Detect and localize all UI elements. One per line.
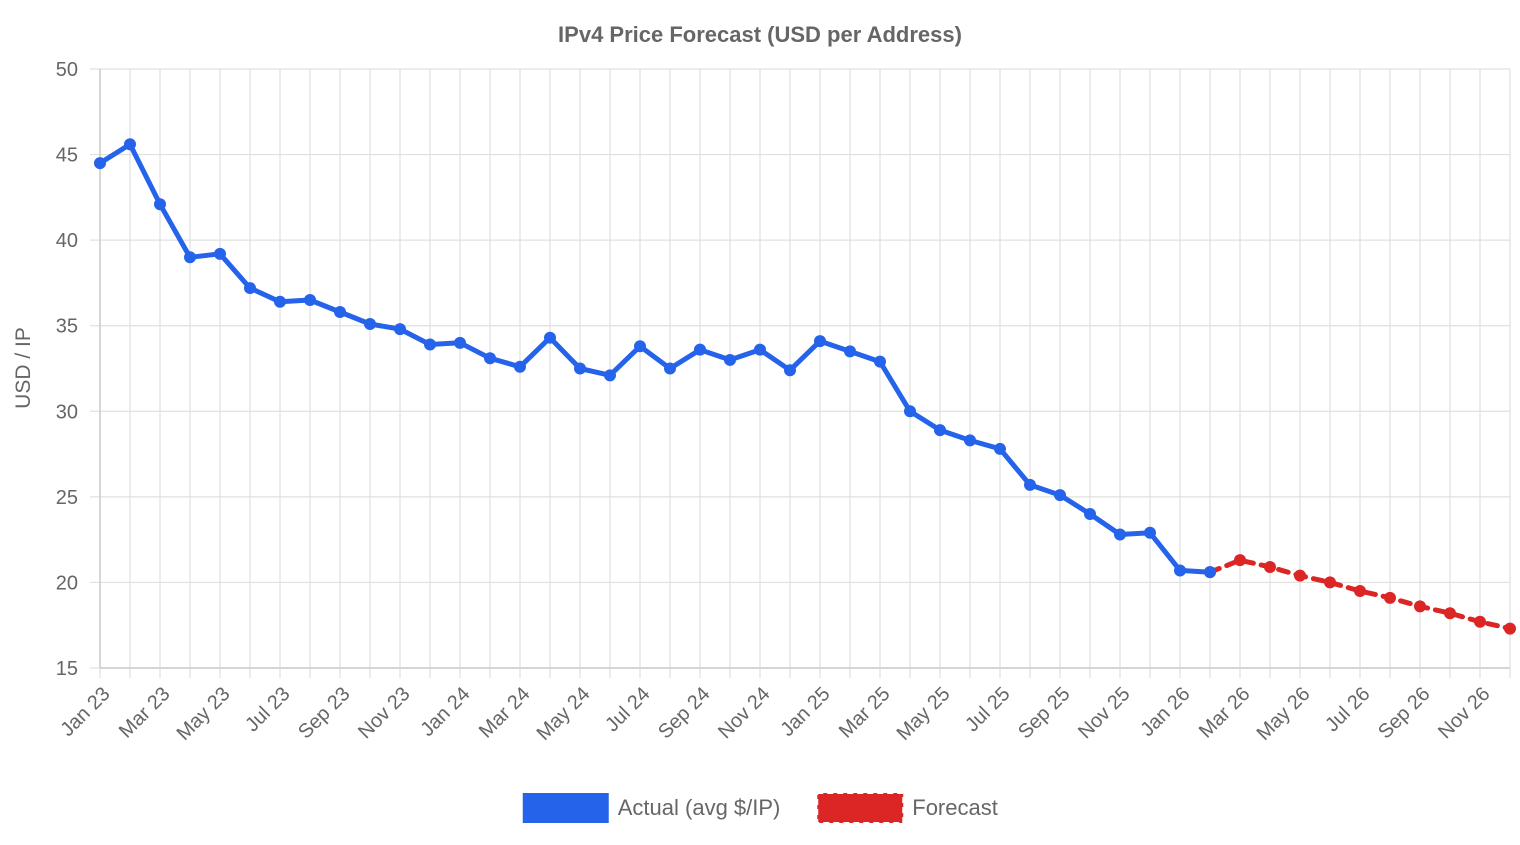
data-point <box>724 353 736 366</box>
y-tick-label: 30 <box>56 401 78 423</box>
y-tick-label: 20 <box>56 572 78 594</box>
data-point <box>934 424 946 437</box>
y-tick-label: 50 <box>56 59 78 81</box>
data-point <box>484 352 496 365</box>
x-tick-label: May 24 <box>533 683 595 745</box>
data-point <box>454 336 466 349</box>
legend-label: Forecast <box>912 795 998 820</box>
data-point <box>814 335 826 348</box>
data-point <box>574 362 586 375</box>
data-point <box>1324 576 1336 589</box>
x-tick-label: Sep 26 <box>1374 683 1434 743</box>
data-point <box>1384 591 1396 604</box>
data-point <box>214 247 226 260</box>
data-point <box>1264 561 1276 574</box>
data-point <box>1474 615 1486 628</box>
data-point <box>1444 607 1456 620</box>
x-tick-label: Nov 24 <box>714 683 774 743</box>
x-tick-label: Mar 25 <box>835 683 895 743</box>
series-line <box>97 141 1213 575</box>
x-tick-label: Jan 26 <box>1136 683 1194 741</box>
data-point <box>604 369 616 382</box>
legend-swatch <box>816 792 905 824</box>
chart-title: IPv4 Price Forecast (USD per Address) <box>558 22 962 47</box>
x-tick-label: Jul 26 <box>1321 683 1374 736</box>
y-tick-label: 45 <box>56 145 78 167</box>
data-point <box>394 323 406 336</box>
data-point <box>154 198 166 211</box>
data-point <box>994 442 1006 455</box>
data-point <box>1354 584 1366 597</box>
data-point <box>514 360 526 373</box>
data-point <box>1174 564 1186 577</box>
data-point <box>1114 528 1126 541</box>
x-tick-label: May 26 <box>1253 683 1315 745</box>
x-tick-label: Nov 26 <box>1434 683 1494 743</box>
legend-label: Actual (avg $/IP) <box>618 795 781 820</box>
data-point <box>1054 489 1066 502</box>
data-point <box>544 331 556 344</box>
data-point <box>364 318 376 331</box>
y-tick-label: 40 <box>56 230 78 252</box>
legend-swatch <box>522 793 609 823</box>
data-point <box>784 364 796 377</box>
legend: Actual (avg $/IP) Forecast <box>522 792 998 824</box>
data-point <box>904 405 916 418</box>
data-point <box>94 157 106 170</box>
x-tick-label: Mar 23 <box>115 683 175 743</box>
data-point <box>634 340 646 353</box>
data-point <box>184 251 196 264</box>
data-point <box>1294 569 1306 582</box>
data-point <box>1204 566 1216 579</box>
x-tick-label: Jan 24 <box>416 683 474 741</box>
data-point <box>964 434 976 447</box>
data-point <box>664 362 676 375</box>
data-point <box>844 345 856 358</box>
y-axis-title: USD / IP <box>12 327 35 409</box>
data-point <box>1084 507 1096 520</box>
y-tick-label: 25 <box>56 487 78 509</box>
data-point <box>334 306 346 319</box>
data-point <box>1504 622 1516 635</box>
data-point <box>754 343 766 356</box>
data-point <box>244 282 256 295</box>
data-point <box>304 294 316 307</box>
data-point <box>1144 526 1156 539</box>
x-tick-label: Nov 23 <box>354 683 414 743</box>
x-tick-label: Nov 25 <box>1074 683 1134 743</box>
y-tick-label: 15 <box>56 658 78 680</box>
x-tick-label: Jul 23 <box>241 683 294 736</box>
x-tick-label: Sep 25 <box>1014 683 1074 743</box>
data-point <box>694 343 706 356</box>
x-tick-label: Mar 24 <box>475 683 535 743</box>
x-tick-label: Mar 26 <box>1195 683 1255 743</box>
data-point <box>424 338 436 351</box>
x-tick-label: Sep 24 <box>654 683 714 743</box>
data-point <box>1234 554 1246 567</box>
x-tick-label: Jan 23 <box>56 683 114 741</box>
x-tick-label: May 25 <box>893 683 955 745</box>
data-point <box>124 138 136 151</box>
x-tick-label: Jan 25 <box>776 683 834 741</box>
y-tick-label: 35 <box>56 316 78 338</box>
x-tick-label: Sep 23 <box>294 683 354 743</box>
data-point <box>874 355 886 368</box>
data-point <box>1024 478 1036 491</box>
data-point <box>274 295 286 308</box>
x-tick-label: Jul 25 <box>961 683 1014 736</box>
x-tick-label: Jul 24 <box>601 683 654 736</box>
x-tick-label: May 23 <box>173 683 235 745</box>
data-point <box>1414 600 1426 613</box>
